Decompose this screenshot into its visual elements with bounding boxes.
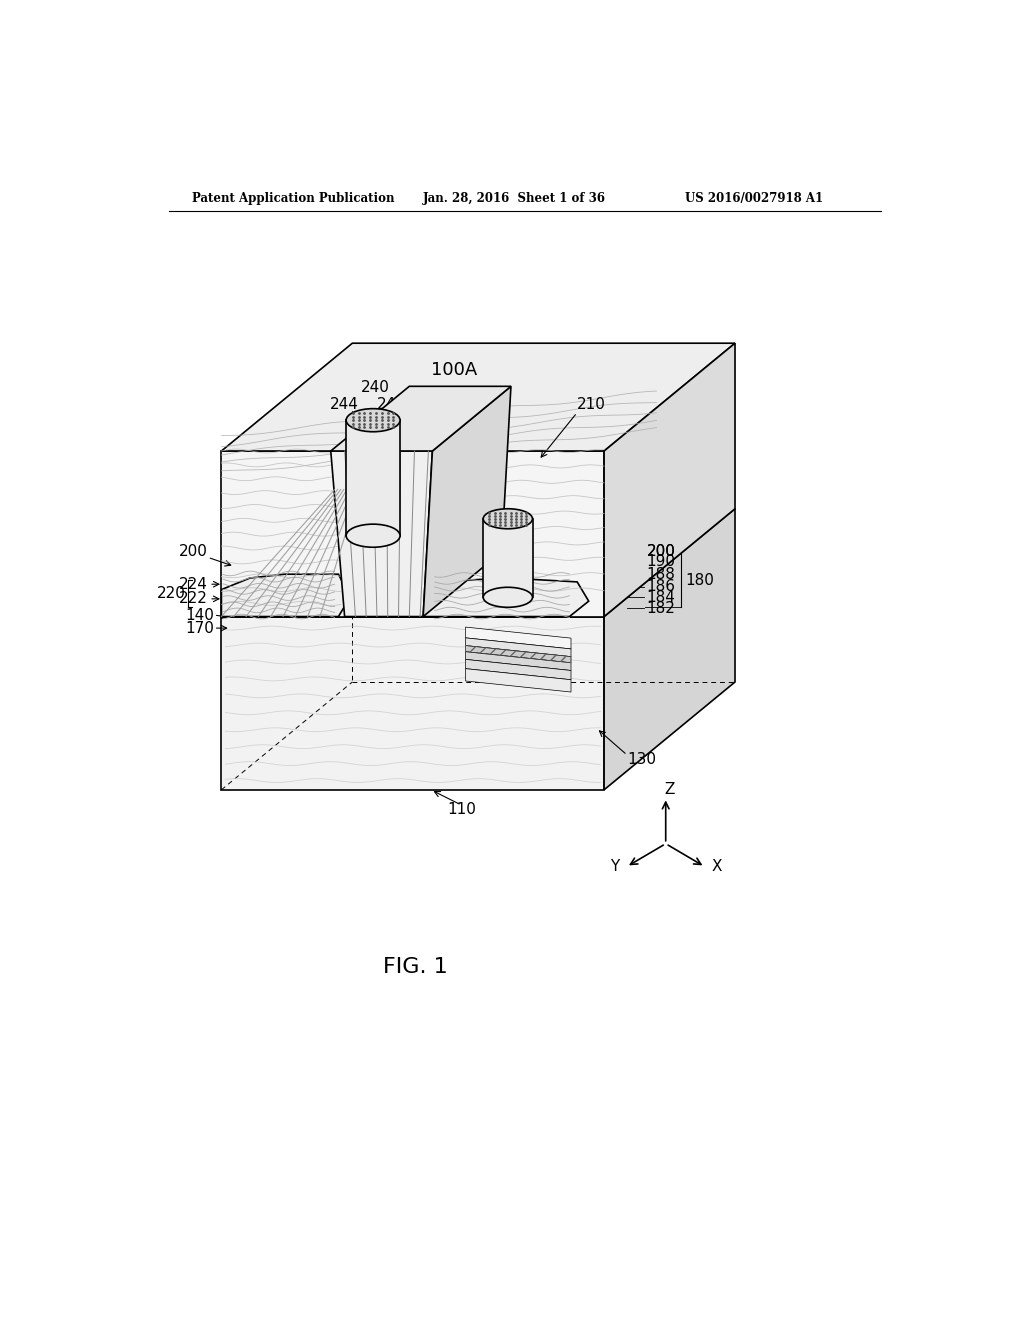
Polygon shape <box>466 627 571 649</box>
Text: 130: 130 <box>628 751 656 767</box>
Text: 244: 244 <box>330 397 359 412</box>
Text: 242: 242 <box>377 397 406 412</box>
Text: FIG. 1: FIG. 1 <box>383 957 447 977</box>
Text: 220: 220 <box>157 586 186 601</box>
Text: 200: 200 <box>646 544 676 558</box>
Polygon shape <box>221 508 735 616</box>
Polygon shape <box>466 638 571 656</box>
Polygon shape <box>466 660 571 680</box>
Text: 200: 200 <box>178 544 208 558</box>
Text: 210: 210 <box>578 397 606 412</box>
Ellipse shape <box>346 524 400 548</box>
Ellipse shape <box>346 409 400 432</box>
Polygon shape <box>221 574 350 616</box>
Text: 100A: 100A <box>431 362 477 379</box>
Polygon shape <box>331 387 511 451</box>
Polygon shape <box>331 451 432 616</box>
Ellipse shape <box>483 587 532 607</box>
Text: 186: 186 <box>646 579 676 594</box>
Text: 140: 140 <box>185 607 214 623</box>
Polygon shape <box>221 616 604 789</box>
Text: 182: 182 <box>646 601 676 615</box>
Polygon shape <box>604 508 735 789</box>
Polygon shape <box>423 451 589 616</box>
Text: Y: Y <box>610 859 620 874</box>
Text: 170: 170 <box>185 620 214 636</box>
Text: Z: Z <box>665 783 675 797</box>
Polygon shape <box>466 645 571 663</box>
Text: 190: 190 <box>646 554 676 569</box>
Polygon shape <box>346 420 400 536</box>
Text: Patent Application Publication: Patent Application Publication <box>193 191 394 205</box>
Text: 184: 184 <box>646 590 676 605</box>
Text: US 2016/0027918 A1: US 2016/0027918 A1 <box>685 191 823 205</box>
Text: X: X <box>712 859 722 874</box>
Ellipse shape <box>483 508 532 529</box>
Polygon shape <box>483 519 532 597</box>
Polygon shape <box>221 451 604 616</box>
Text: 180: 180 <box>685 573 714 587</box>
Text: 110: 110 <box>447 801 476 817</box>
Polygon shape <box>604 343 735 616</box>
Text: 188: 188 <box>646 566 676 582</box>
Text: 222: 222 <box>178 591 208 606</box>
Text: Jan. 28, 2016  Sheet 1 of 36: Jan. 28, 2016 Sheet 1 of 36 <box>423 191 606 205</box>
Text: 240: 240 <box>361 380 390 396</box>
Polygon shape <box>466 669 571 692</box>
Polygon shape <box>466 652 571 671</box>
Text: 224: 224 <box>178 577 208 591</box>
Polygon shape <box>423 387 511 616</box>
Text: 200: 200 <box>646 544 676 558</box>
Polygon shape <box>221 343 735 451</box>
